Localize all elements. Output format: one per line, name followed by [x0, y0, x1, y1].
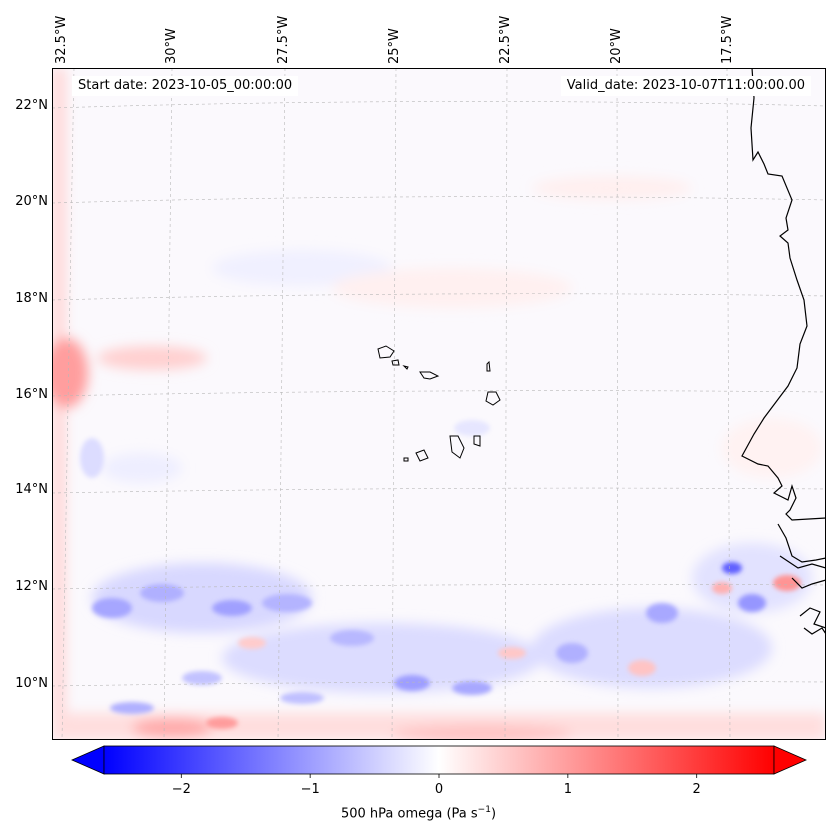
start-date-label: Start date: 2023-10-05_00:00:00 — [72, 76, 299, 96]
lat-label-16n: 16°N — [15, 387, 48, 402]
valid-date-label: Valid_date: 2023-10-07T11:00:00.00 — [560, 76, 811, 96]
lon-label-20w: 20°W — [609, 28, 624, 64]
omega-map — [52, 68, 826, 740]
omega-field-broad — [52, 68, 826, 740]
colorbar-tick-label: −2 — [172, 782, 191, 797]
graticule — [52, 68, 826, 740]
colorbar-tick-label: 1 — [564, 782, 572, 797]
colorbar-label-main: 500 hPa omega (Pa s — [340, 806, 478, 822]
lat-label-14n: 14°N — [15, 482, 48, 497]
colorbar-gradient — [103, 745, 775, 775]
colorbar-ticks: −2 −1 0 1 2 — [172, 774, 701, 797]
lon-label-25w: 25°W — [387, 28, 402, 64]
colorbar-label-exponent: −1 — [477, 805, 491, 815]
colorbar-label: 500 hPa omega (Pa s−1) — [0, 805, 837, 821]
lat-label-12n: 12°N — [15, 579, 48, 594]
map-border — [52, 68, 826, 740]
colorbar-tick-label: 2 — [693, 782, 701, 797]
colorbar-max-extend — [773, 745, 807, 775]
lat-label-18n: 18°N — [15, 291, 48, 306]
coastline — [741, 68, 826, 635]
colorbar-tick-label: −1 — [301, 782, 320, 797]
lat-label-22n: 22°N — [15, 98, 48, 113]
omega-field-detail — [80, 420, 801, 729]
colorbar-tick-label: 0 — [435, 782, 443, 797]
lat-label-10n: 10°N — [15, 676, 48, 691]
lon-label-30w: 30°W — [164, 28, 179, 64]
colorbar: −2 −1 0 1 2 — [71, 745, 807, 797]
lat-label-20n: 20°N — [15, 194, 48, 209]
lon-label-32-5w: 32.5°W — [54, 15, 69, 64]
colorbar-min-extend — [71, 745, 105, 775]
cape-verde-islands — [377, 345, 501, 462]
lon-label-22-5w: 22.5°W — [498, 15, 513, 64]
lon-label-17-5w: 17.5°W — [720, 15, 735, 64]
colorbar-label-close: ) — [490, 806, 497, 822]
lon-label-27-5w: 27.5°W — [276, 15, 291, 64]
